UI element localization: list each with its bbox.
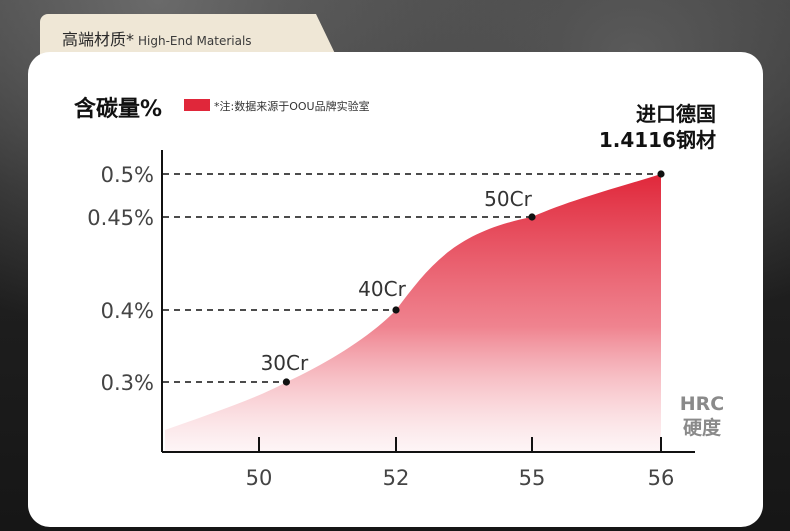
data-point-label: 40Cr — [358, 277, 406, 301]
legend-note: *注:数据来源于OOU品牌实验室 — [214, 99, 370, 113]
section-title-en: High-End Materials — [138, 34, 252, 48]
y-tick-label: 0.3% — [101, 371, 154, 395]
x-tick-label: 50 — [246, 466, 273, 490]
section-title-cn: 高端材质* — [62, 30, 135, 49]
x-tick-label: 55 — [519, 466, 546, 490]
y-tick-label: 0.5% — [101, 163, 154, 187]
area-fill — [165, 174, 661, 452]
x-tick-label: 56 — [648, 466, 675, 490]
x-tick-label: 52 — [383, 466, 410, 490]
data-point — [528, 213, 536, 221]
x-axis-title-line1: HRC — [680, 393, 724, 415]
legend-swatch — [184, 99, 210, 111]
annotation-line2: 1.4116钢材 — [599, 128, 716, 152]
y-axis-title: 含碳量% — [74, 96, 162, 122]
x-axis-title-line2: 硬度 — [683, 416, 722, 439]
data-point-label: 50Cr — [484, 187, 532, 211]
y-tick-label: 0.45% — [87, 206, 154, 230]
data-point — [657, 170, 665, 178]
data-point — [282, 378, 290, 386]
y-tick-label: 0.4% — [101, 299, 154, 323]
data-point — [392, 306, 400, 314]
data-point-label: 30Cr — [261, 351, 309, 375]
section-title: 高端材质* High-End Materials — [62, 26, 252, 50]
annotation-line1: 进口德国 — [636, 102, 716, 126]
